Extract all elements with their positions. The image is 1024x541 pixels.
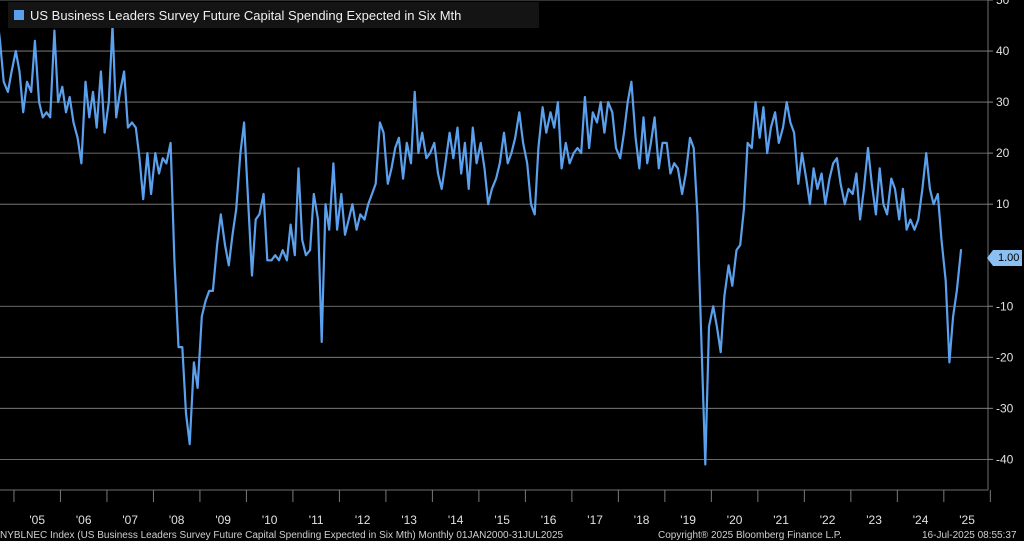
x-tick-label: '15 [494,513,510,527]
x-axis: '05 '06 '07 '08 '09 '10 '11 '12 '13 '14 '15 '16 '17 '… [13,490,991,527]
x-tick-label: '16 [541,513,557,527]
x-tick-label: '10 [262,513,278,527]
y-tick-label: 50 [996,0,1010,7]
x-tick-label: '06 [76,513,92,527]
grid-lines [0,0,988,460]
x-tick-label: '19 [680,513,696,527]
y-tick-label: -40 [996,452,1014,466]
y-tick-label: -20 [996,350,1014,364]
x-tick-label: '14 [448,513,464,527]
x-tick-label: '08 [169,513,185,527]
y-tick-label: 30 [996,95,1010,109]
y-axis: 50 40 30 20 10 -10 -20 -30 -40 [988,0,1014,466]
y-tick-label: 10 [996,197,1010,211]
x-tick-label: '24 [913,513,929,527]
x-tick-label: '13 [401,513,417,527]
x-tick-label: '11 [309,513,324,527]
y-tick-label: 40 [996,44,1010,58]
x-tick-label: '05 [29,513,45,527]
series-line [0,24,963,466]
series-layer [0,24,963,466]
footer-source: NYBLNEC Index (US Business Leaders Surve… [0,530,564,541]
x-tick-label: '17 [587,513,603,527]
x-tick-label: '23 [866,513,882,527]
y-tick-label: -10 [996,299,1014,313]
footer-timestamp: 16-Jul-2025 08:55:37 [922,530,1017,541]
y-tick-label: 20 [996,146,1010,160]
legend-swatch [14,10,24,20]
last-value-tag: 1.00 [987,250,1022,266]
legend: US Business Leaders Survey Future Capita… [8,2,539,28]
x-tick-label: '18 [634,513,650,527]
y-tick-label: -30 [996,401,1014,415]
x-tick-label: '12 [355,513,371,527]
x-tick-label: '20 [727,513,743,527]
x-tick-label: '21 [773,513,789,527]
x-tick-label: '25 [959,513,975,527]
legend-label: US Business Leaders Survey Future Capita… [30,7,462,23]
footer-copyright: Copyright® 2025 Bloomberg Finance L.P. [658,530,842,541]
x-tick-label: '22 [820,513,836,527]
x-tick-label: '09 [215,513,231,527]
x-tick-label: '07 [122,513,138,527]
